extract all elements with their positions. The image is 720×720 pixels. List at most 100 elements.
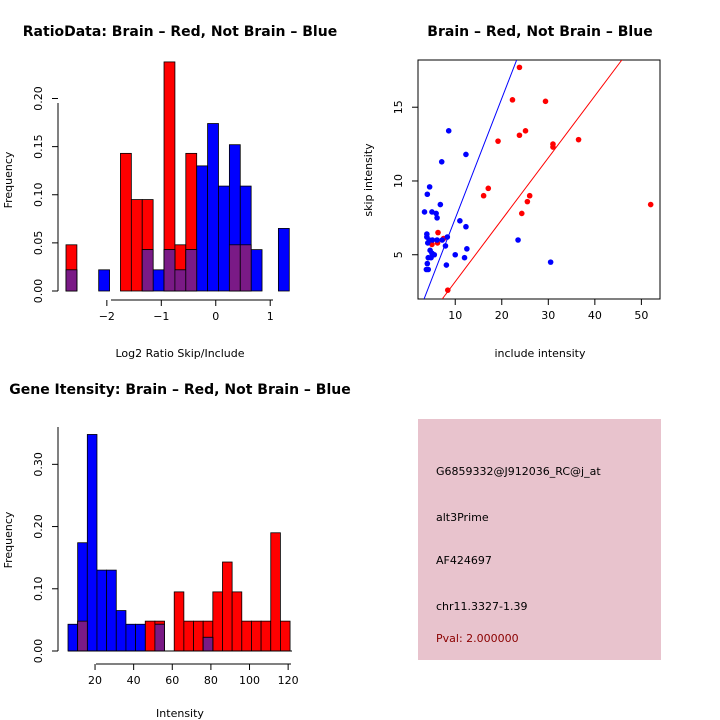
scatter-point-brain [542, 98, 549, 105]
scatter-y-ticks: 5 10 15 [392, 100, 418, 258]
info-panel: G6859332@J912036_RC@j_at alt3Prime AF424… [418, 419, 661, 660]
scatter-point-not-brain [463, 223, 469, 230]
ratio-bar-overlap [141, 249, 154, 292]
scatter-point-brain [524, 198, 531, 205]
x-tick-label: 80 [204, 674, 218, 687]
y-tick-label: 0.20 [32, 514, 45, 539]
scatter-point-not-brain [424, 240, 431, 246]
scatter-plot-frame [417, 59, 661, 300]
scatter-point-not-brain [515, 237, 521, 243]
ratio-bar-not-brain [98, 269, 110, 292]
gene-bar-brain [193, 620, 204, 652]
gene-bar-brain [231, 591, 243, 652]
scatter-point-brain [495, 138, 501, 144]
scatter-point-not-brain [442, 243, 449, 249]
scatter-point-not-brain [429, 237, 436, 243]
scatter-blue-fit-line [423, 60, 518, 299]
gene-bar-not-brain [67, 623, 79, 652]
scatter-point-brain [435, 229, 441, 236]
event-type-text: alt3Prime [436, 511, 489, 524]
y-tick-label: 0.00 [32, 639, 45, 664]
y-tick-label: 10 [392, 174, 405, 188]
scatter-point-not-brain [433, 210, 439, 217]
scatter-fit-lines [423, 60, 623, 299]
ratio-y-axis-label: Frequency [2, 151, 15, 208]
gene-bar-brain [280, 620, 291, 652]
scatter-point-not-brain [464, 246, 470, 252]
y-tick-label: 0.10 [32, 183, 45, 208]
gene-bar-not-brain [86, 434, 98, 652]
scatter-point-brain [526, 192, 533, 199]
x-tick-label: 100 [239, 674, 260, 687]
x-tick-label: 50 [634, 309, 648, 322]
ratio-bar-overlap [174, 269, 187, 292]
scatter-point-not-brain [424, 191, 431, 198]
info-panel-background [418, 419, 661, 660]
ratio-bar-not-brain [277, 228, 290, 292]
scatter-point-not-brain [421, 209, 428, 215]
ratio-bars [65, 61, 290, 292]
ratio-y-ticks: 0.00 0.05 0.10 0.15 0.20 [32, 86, 58, 303]
y-tick-label: 0.30 [32, 452, 45, 477]
gene-bar-brain [183, 620, 194, 652]
ratio-bar-not-brain [207, 123, 219, 292]
scatter-point-not-brain [452, 251, 459, 258]
gene-bar-brain [270, 532, 281, 652]
gene-intensity-panel: Gene Itensity: Brain – Red, Not Brain – … [2, 382, 351, 720]
gene-bar-brain [222, 561, 233, 652]
scatter-point-not-brain [443, 262, 450, 268]
scatter-point-brain [509, 97, 516, 103]
ratio-bar-brain [130, 199, 143, 292]
location-text: chr11.3327-1.39 [436, 600, 528, 613]
scatter-point-brain [485, 185, 492, 192]
gene-x-ticks: 20 40 60 80 100 120 [88, 664, 299, 687]
gene-bar-not-brain [106, 569, 117, 652]
scatter-point-brain [647, 201, 654, 208]
scatter-point-brain [575, 136, 582, 143]
ratio-bar-not-brain [196, 165, 208, 292]
x-tick-label: 60 [165, 674, 179, 687]
scatter-point-not-brain [445, 128, 452, 134]
scatter-point-not-brain [547, 259, 554, 265]
x-tick-label: −1 [153, 310, 169, 323]
x-tick-label: 20 [88, 674, 102, 687]
scatter-plot-area [421, 60, 654, 299]
scatter-red-fit-line [441, 60, 623, 299]
ratio-bar-overlap [185, 249, 198, 292]
y-tick-label: 0.10 [32, 577, 45, 602]
ratio-bar-not-brain [250, 249, 263, 292]
ratio-x-axis-label: Log2 Ratio Skip/Include [115, 347, 244, 360]
gene-bar-overlap [202, 636, 214, 652]
scatter-point-not-brain [463, 151, 469, 158]
x-tick-label: 40 [588, 309, 602, 322]
x-tick-label: 0 [212, 310, 219, 323]
y-tick-label: 0.05 [32, 231, 45, 256]
x-tick-label: 10 [448, 309, 462, 322]
probe-id-text: G6859332@J912036_RC@j_at [436, 465, 601, 478]
y-tick-label: 0.00 [32, 279, 45, 304]
gene-bar-brain [251, 620, 262, 652]
scatter-point-brain [480, 192, 487, 199]
scatter-point-not-brain [438, 158, 445, 165]
ratio-bar-not-brain [152, 269, 165, 292]
scatter-point-not-brain [444, 234, 451, 240]
scatter-chart-title: Brain – Red, Not Brain – Blue [427, 24, 652, 40]
scatter-point-not-brain [428, 254, 434, 261]
scatter-panel: Brain – Red, Not Brain – Blue 10 20 30 40 50… [362, 24, 661, 360]
ratio-x-ticks: −2 −1 0 1 [99, 300, 274, 323]
scatter-point-not-brain [434, 215, 440, 221]
gene-y-axis-label: Frequency [2, 511, 15, 568]
scatter-points [421, 64, 654, 293]
scatter-point-brain [550, 144, 556, 150]
scatter-point-not-brain [437, 201, 444, 208]
ratio-bar-overlap [228, 244, 241, 292]
scatter-point-not-brain [439, 237, 446, 243]
gene-bar-overlap [154, 623, 165, 652]
scatter-x-axis-label: include intensity [494, 347, 586, 360]
ratio-bar-brain [120, 152, 132, 292]
scatter-point-brain [516, 132, 523, 139]
x-tick-label: 40 [127, 674, 141, 687]
ratio-bar-overlap [239, 244, 252, 292]
scatter-point-not-brain [425, 266, 432, 273]
